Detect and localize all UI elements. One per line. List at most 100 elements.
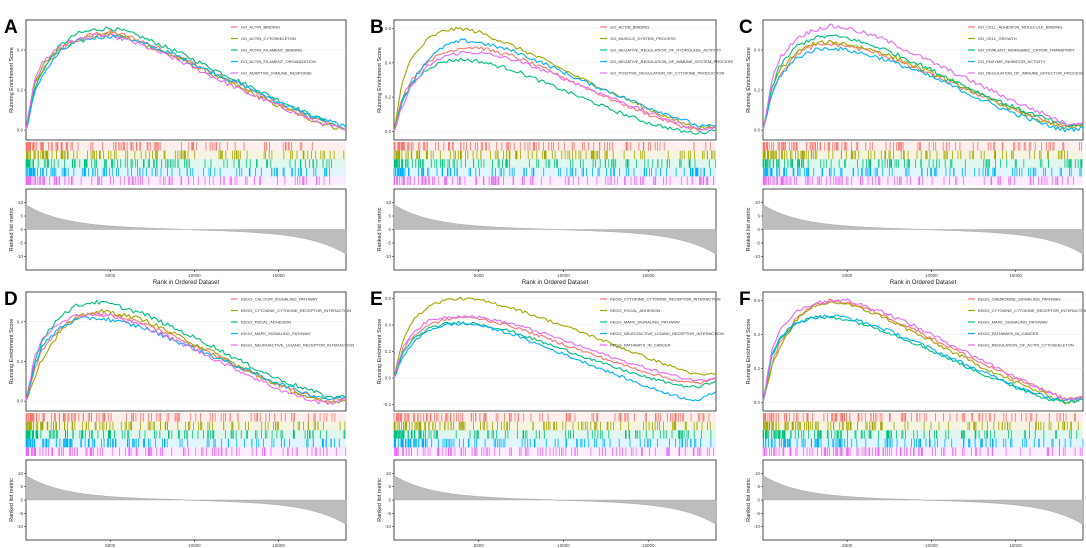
metric-y-tick-label: 10 <box>386 200 392 205</box>
metric-y-tick-label: 0 <box>757 227 760 232</box>
metric-y-tick-label: -5 <box>756 511 760 516</box>
metric-y-tick-label: -10 <box>753 524 760 529</box>
es-y-tick-label: 0.2 <box>17 88 24 93</box>
metric-y-tick-label: 10 <box>755 200 761 205</box>
legend-label: GO_ACTIN_BINDING <box>610 24 649 29</box>
hit-strip-band <box>763 150 1083 160</box>
metric-y-axis-label: Ranked list metric <box>377 207 383 251</box>
hit-strip-band <box>26 413 346 422</box>
es-series-line <box>762 315 1083 405</box>
es-y-tick-label: 0.2 <box>754 88 761 93</box>
es-series-line <box>762 39 1084 131</box>
es-series-line <box>393 26 717 132</box>
legend-label: GO_DIVALENT_INORGANIC_CATION_TRANSPORT <box>978 47 1075 52</box>
legend-label: GO_CELL_ADHESION_MOLECULE_BINDING <box>978 24 1063 29</box>
es-y-tick-label: 0.0 <box>385 129 392 134</box>
ranked-metric-area <box>25 204 347 255</box>
ranked-metric-area <box>393 475 717 525</box>
metric-y-axis-label: Ranked list metric <box>377 478 383 522</box>
legend-label: GO_NEGATIVE_REGULATION_OF_IMMUNE_SYSTEM_… <box>610 59 733 64</box>
x-tick-label: 15000 <box>642 543 655 548</box>
x-axis-label: Rank in Ordered Dataset <box>522 280 589 286</box>
hit-strip-ticks <box>25 142 313 151</box>
hit-strip-band <box>763 159 1083 168</box>
metric-y-tick-label: -10 <box>384 254 391 259</box>
legend-label: GO_REGULATION_OF_IMMUNE_EFFECTOR_PROCESS <box>978 70 1084 75</box>
hit-strip-band <box>26 167 346 177</box>
metric-y-tick-label: -5 <box>19 511 23 516</box>
hit-strip-ticks <box>762 447 1083 456</box>
es-y-axis-label: Running Enrichment Score <box>9 47 15 113</box>
es-y-tick-label: 0.2 <box>385 95 392 100</box>
hit-strip-ticks <box>393 159 717 168</box>
metric-y-axis-label: Ranked list metric <box>9 207 15 251</box>
legend-label: KEGG_CYTOKINE_CYTOKINE_RECEPTOR_INTERACT… <box>241 308 352 313</box>
hit-strip-ticks <box>762 150 1068 160</box>
es-plot-frame <box>393 19 717 141</box>
x-tick-label: 10000 <box>925 543 938 548</box>
hit-strip-band <box>394 430 716 439</box>
hit-strip-band <box>763 430 1083 439</box>
legend-label: KEGG_CHEMOKINE_SIGNALING_PATHWAY <box>978 296 1061 301</box>
es-y-tick-label: 0.6 <box>385 296 392 301</box>
es-y-tick-label: 0.0 <box>17 399 24 404</box>
es-series-line <box>762 298 1084 403</box>
legend-label: KEGG_CALCIUM_SIGNALING_PATHWAY <box>241 296 318 301</box>
hit-strip-ticks <box>393 150 716 160</box>
es-series-line <box>393 316 717 385</box>
es-y-tick-label: 0.4 <box>385 60 392 65</box>
es-y-axis-label: Running Enrichment Score <box>377 47 383 113</box>
panel-F: F 0.0 0.2 0.4 0.6 Running Enrichment Score KEG… <box>739 289 1086 548</box>
hit-strip-ticks <box>763 421 1079 431</box>
es-series-line <box>393 296 717 379</box>
es-y-axis-label: Running Enrichment Score <box>377 319 383 385</box>
hit-strip-ticks <box>762 142 1082 151</box>
x-axis-label: Rank in Ordered Dataset <box>153 280 220 286</box>
panel-label: C <box>739 17 753 38</box>
hit-strip-band <box>763 421 1083 431</box>
panel-label: F <box>739 289 751 310</box>
metric-y-tick-label: -5 <box>387 511 391 516</box>
hit-strip-band <box>26 447 346 456</box>
x-tick-label: 15000 <box>272 543 285 548</box>
es-y-tick-label: 0.4 <box>754 332 761 337</box>
es-y-tick-label: -0.2 <box>383 402 391 407</box>
hit-strip-band <box>26 438 346 448</box>
metric-y-tick-label: -5 <box>387 241 391 246</box>
metric-y-tick-label: 10 <box>18 200 24 205</box>
legend-label: KEGG_REGULATION_OF_ACTIN_CYTOSKELETON <box>978 342 1074 347</box>
es-series-line <box>393 315 717 382</box>
ranked-metric-area <box>25 475 347 525</box>
hit-strip-ticks <box>762 176 1074 185</box>
es-y-tick-label: 0.4 <box>754 48 761 53</box>
hit-strip-ticks <box>25 150 345 160</box>
legend-label: GO_ACTIN_CYTOSKELETON <box>241 36 296 41</box>
metric-y-tick-label: 10 <box>18 471 24 476</box>
metric-y-tick-label: 0 <box>20 227 23 232</box>
legend-label: KEGG_MAPK_SIGNALING_PATHWAY <box>978 319 1048 324</box>
hit-strip-band <box>394 176 716 185</box>
es-series-line <box>762 298 1084 403</box>
metric-y-tick-label: 10 <box>755 471 761 476</box>
metric-y-tick-label: -10 <box>16 524 23 529</box>
hit-strip-ticks <box>763 167 1082 177</box>
legend-label: KEGG_MAPK_SIGNALING_PATHWAY <box>241 331 311 336</box>
ranked-metric-area <box>393 204 717 255</box>
legend-label: KEGG_NEUROACTIVE_LIGAND_RECEPTOR_INTERAC… <box>610 331 724 336</box>
x-tick-label: 15000 <box>1009 543 1022 548</box>
hit-strip-ticks <box>25 413 336 422</box>
hit-strip-band <box>763 142 1083 151</box>
hit-strip-ticks <box>393 176 715 185</box>
metric-y-tick-label: -10 <box>16 254 23 259</box>
legend-label: GO_ACTIN_BINDING <box>241 24 280 29</box>
panel-label: D <box>4 289 18 310</box>
panel-label: E <box>370 289 383 310</box>
es-series-line <box>25 312 347 406</box>
hit-strip-band <box>26 142 346 151</box>
legend-label: KEGG_PATHWAYS_IN_CANCER <box>978 331 1039 336</box>
hit-strip-ticks <box>25 176 331 185</box>
es-series-line <box>25 34 347 131</box>
hit-strip-band <box>394 447 716 456</box>
